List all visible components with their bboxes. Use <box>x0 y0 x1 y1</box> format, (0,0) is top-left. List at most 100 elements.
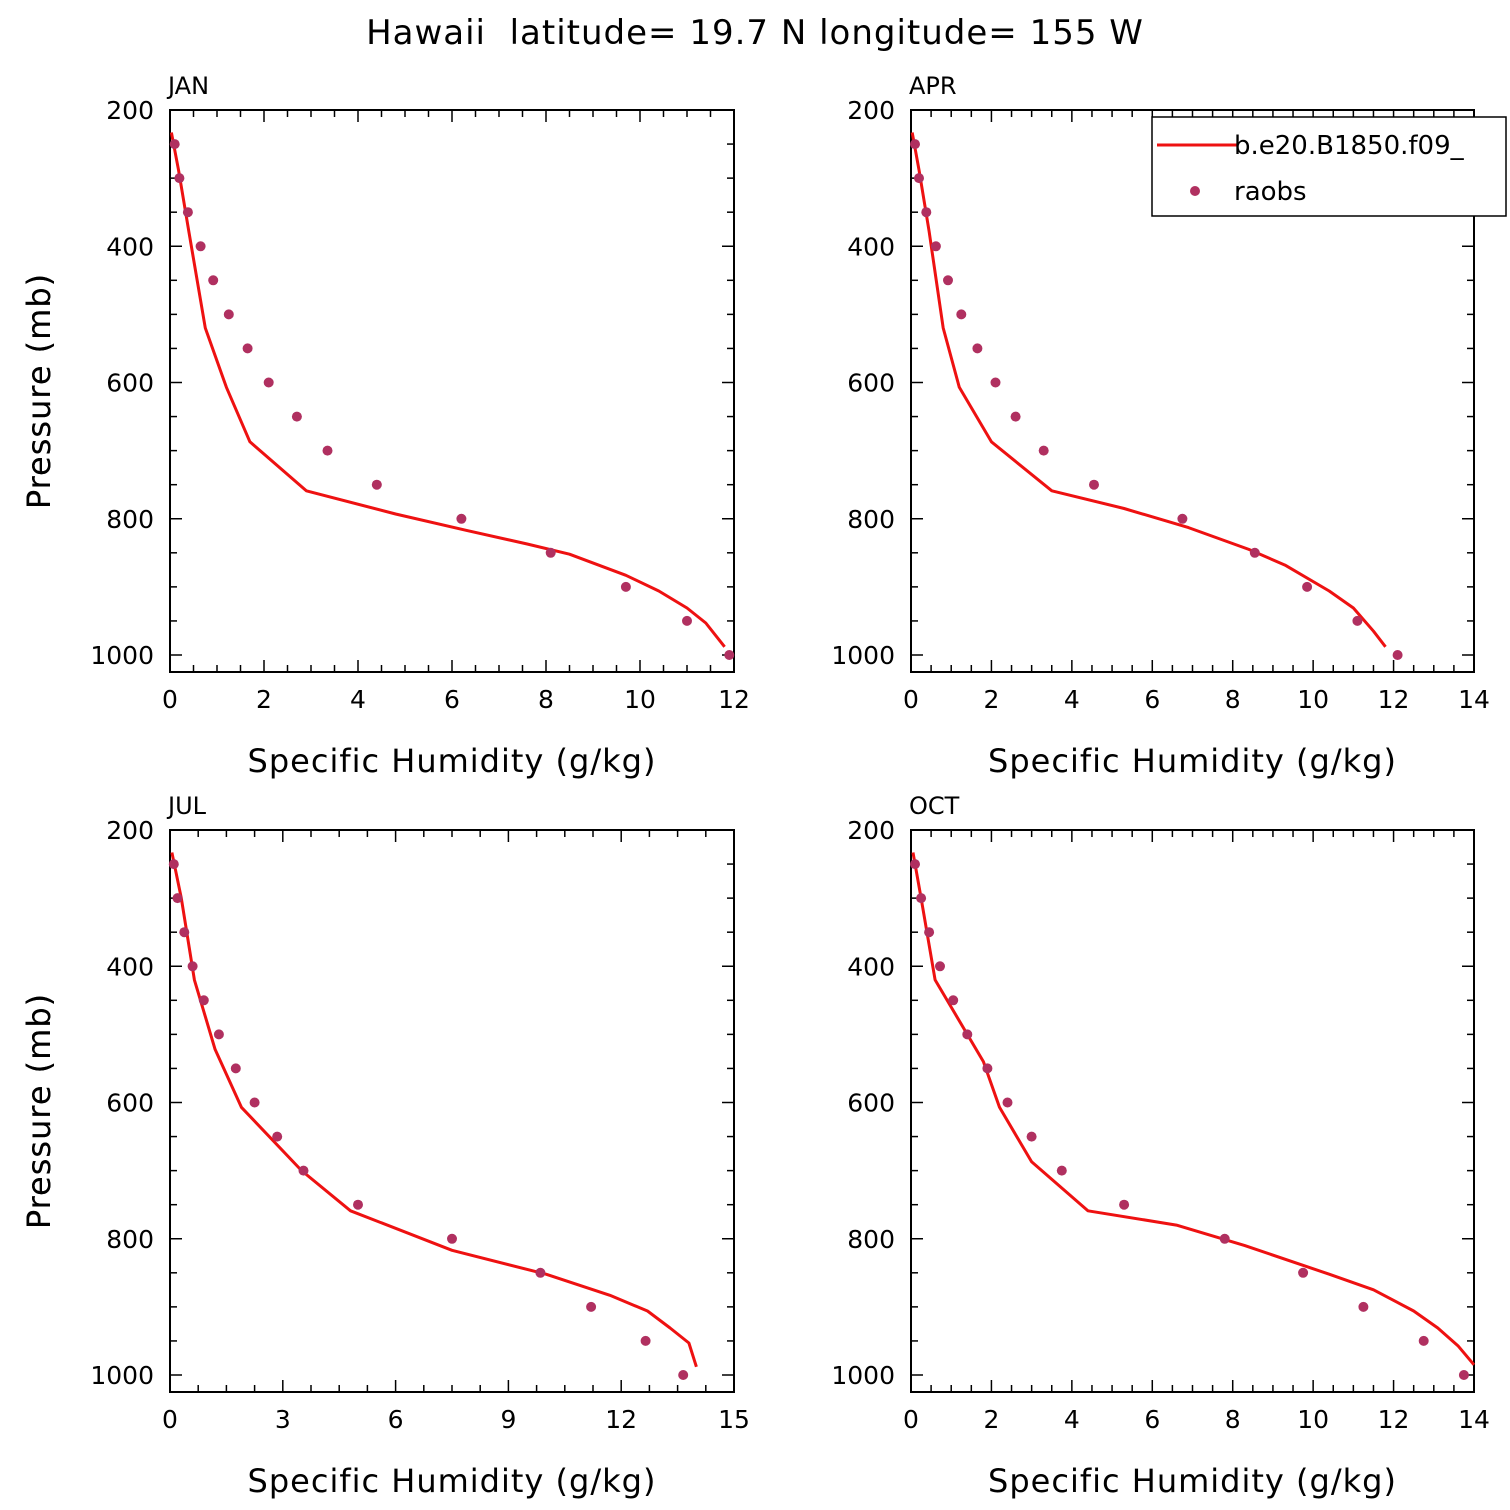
raobs-point <box>910 139 920 150</box>
raobs-point <box>187 961 198 972</box>
y-tick-label: 1000 <box>831 641 895 670</box>
x-tick-label: 0 <box>162 685 178 714</box>
x-tick-label: 8 <box>1225 1405 1241 1434</box>
x-tick-label: 2 <box>256 685 272 714</box>
x-tick-label: 0 <box>903 1405 919 1434</box>
raobs-point <box>172 893 183 904</box>
raobs-point <box>1010 411 1021 422</box>
y-tick-label: 400 <box>106 232 154 261</box>
y-tick-label: 600 <box>106 369 154 398</box>
raobs-point <box>353 1199 363 1210</box>
x-tick-label: 10 <box>624 685 656 714</box>
x-tick-label: 12 <box>605 1405 637 1434</box>
x-tick-label: 15 <box>718 1405 750 1434</box>
x-tick-label: 9 <box>500 1405 516 1434</box>
plot-frame <box>169 829 735 1393</box>
raobs-point <box>1219 1233 1230 1244</box>
y-tick-label: 800 <box>847 505 895 534</box>
raobs-point <box>962 1029 973 1040</box>
y-axis-title: Pressure (mb) <box>20 993 58 1229</box>
legend-box <box>1151 116 1507 217</box>
x-tick-label: 10 <box>1297 1405 1329 1434</box>
raobs-point <box>682 615 692 626</box>
x-tick-label: 4 <box>1064 1405 1080 1434</box>
raobs-point <box>1089 479 1099 490</box>
panel-label: APR <box>909 72 957 100</box>
y-tick-label: 800 <box>106 1225 154 1254</box>
raobs-point <box>972 343 983 354</box>
x-axis-title: Specific Humidity (g/kg) <box>248 1462 657 1500</box>
x-tick-label: 12 <box>718 685 750 714</box>
raobs-point <box>982 1063 993 1074</box>
x-tick-label: 6 <box>444 685 460 714</box>
raobs-point <box>1026 1131 1037 1142</box>
x-tick-label: 4 <box>350 685 366 714</box>
raobs-point <box>182 207 193 218</box>
raobs-point <box>990 377 1001 388</box>
raobs-point <box>322 445 333 456</box>
raobs-point <box>242 343 253 354</box>
raobs-point <box>263 377 274 388</box>
raobs-point <box>910 859 920 870</box>
raobs-point <box>943 275 953 286</box>
raobs-point <box>272 1131 283 1142</box>
raobs-point <box>208 275 219 286</box>
raobs-point <box>249 1097 260 1108</box>
raobs-point <box>179 927 190 938</box>
x-axis-title: Specific Humidity (g/kg) <box>248 742 657 780</box>
y-tick-label: 200 <box>847 816 895 845</box>
raobs-point <box>456 513 467 524</box>
y-tick-label: 600 <box>106 1089 154 1118</box>
raobs-point <box>724 650 735 660</box>
raobs-point <box>1302 581 1313 592</box>
series-line-model <box>170 852 698 1368</box>
series-line-model <box>169 132 726 648</box>
x-tick-label: 0 <box>162 1405 178 1434</box>
y-tick-label: 600 <box>847 369 895 398</box>
y-tick-label: 200 <box>847 96 895 125</box>
raobs-point <box>948 995 959 1006</box>
raobs-point <box>1119 1199 1130 1210</box>
x-tick-label: 4 <box>1064 685 1080 714</box>
raobs-point <box>298 1165 309 1176</box>
raobs-point <box>291 411 302 422</box>
y-tick-label: 800 <box>106 505 154 534</box>
raobs-point <box>1352 615 1363 626</box>
raobs-point <box>371 479 382 490</box>
legend: b.e20.B1850.f09_ raobs <box>1151 116 1507 217</box>
x-tick-label: 2 <box>983 1405 999 1434</box>
raobs-point <box>230 1063 241 1074</box>
series-line-model <box>910 132 1387 648</box>
raobs-point <box>586 1301 597 1312</box>
panel-jan: JAN 0 2 4 6 8 10 12 200 400 600 800 1000 Specific Hum… <box>20 72 750 780</box>
y-tick-label: 1000 <box>90 641 154 670</box>
raobs-point <box>935 961 945 972</box>
raobs-point <box>168 859 179 870</box>
raobs-point <box>1002 1097 1013 1108</box>
raobs-point <box>223 309 234 320</box>
y-tick-label: 400 <box>847 232 895 261</box>
raobs-point <box>1056 1165 1067 1176</box>
raobs-point <box>1249 547 1260 558</box>
raobs-point <box>1358 1301 1369 1312</box>
y-axis-title: Pressure (mb) <box>20 993 58 1229</box>
panel-label: JUL <box>166 792 207 820</box>
raobs-point <box>924 927 935 938</box>
y-axis-title: Pressure (mb) <box>20 273 58 509</box>
raobs-point <box>640 1335 651 1346</box>
x-tick-label: 10 <box>1297 685 1329 714</box>
panel-jul: JUL 0 3 6 9 12 15 200 400 600 800 1000 Specific Humi… <box>20 792 750 1500</box>
raobs-point <box>1038 445 1049 456</box>
raobs-point <box>198 995 209 1006</box>
raobs-point <box>545 547 556 558</box>
raobs-point <box>169 139 180 150</box>
raobs-point <box>921 207 932 218</box>
raobs-point <box>447 1233 457 1244</box>
x-tick-label: 6 <box>388 1405 404 1434</box>
plot-frame <box>910 829 1475 1393</box>
y-tick-label: 400 <box>847 952 895 981</box>
x-tick-label: 12 <box>1378 685 1410 714</box>
legend-marker-swatch <box>1190 186 1200 196</box>
y-tick-label: 200 <box>106 96 154 125</box>
